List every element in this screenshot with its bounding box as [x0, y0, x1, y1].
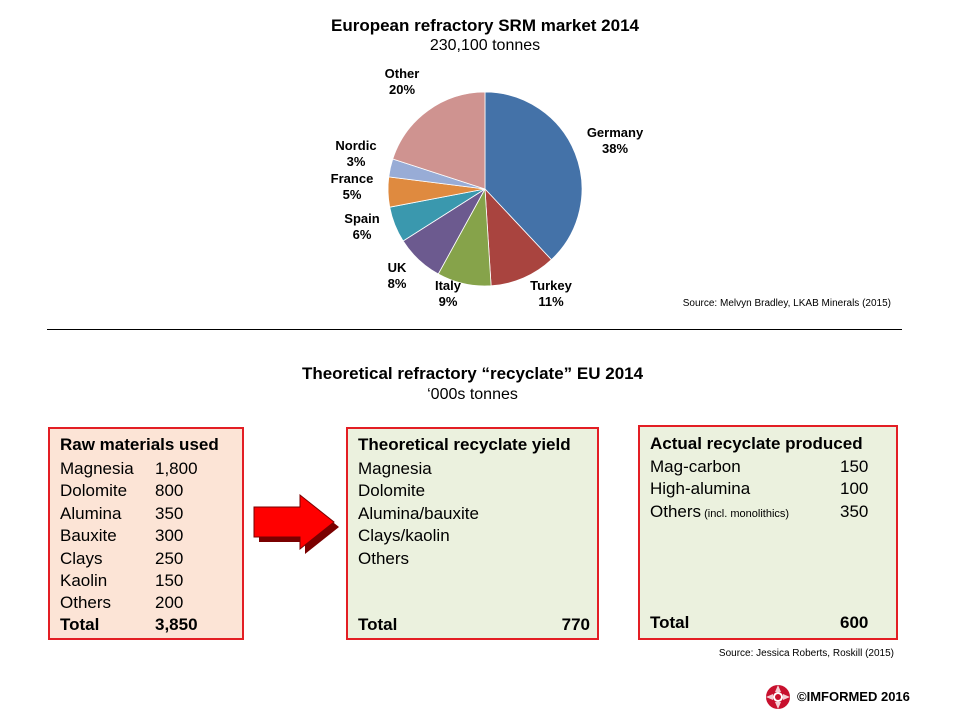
pie-value-other: 20% — [389, 82, 415, 97]
raw-row-label: Kaolin — [60, 571, 108, 590]
theoretical-row: Alumina/bauxite130 — [358, 503, 790, 524]
theoretical-yield-box: Theoretical recyclate yield Magnesia360D… — [346, 427, 790, 640]
theoretical-yield-header: Theoretical recyclate yield — [358, 435, 571, 454]
pie-value-italy: 9% — [439, 294, 458, 309]
actual-recyclate-box: Actual recyclate produced Mag-carbon 150 H… — [638, 425, 898, 640]
actual-recyclate-header: Actual recyclate produced — [650, 434, 863, 453]
actual-total-label: Total — [650, 613, 690, 632]
actual-total-row: Total 600 — [650, 613, 868, 633]
actual-row-label: Mag-carbon — [650, 457, 741, 476]
actual-row: Mag-carbon 150 — [650, 457, 868, 477]
pie-chart-title: European refractory SRM market 2014 — [330, 16, 640, 35]
theoretical-row-label: Others — [358, 548, 410, 568]
actual-row: High-alumina 100 — [650, 479, 868, 499]
pie-label-spain: Spain — [344, 211, 379, 226]
pie-label-italy: Italy — [435, 278, 462, 293]
pie-value-france: 5% — [343, 187, 362, 202]
raw-row-label: Dolomite — [60, 481, 128, 501]
raw-row-value: 250 — [155, 548, 184, 568]
raw-materials-header: Raw materials used — [60, 435, 219, 454]
actual-row-label: Others — [650, 501, 702, 521]
raw-materials-box: Raw materials used Magnesia 1,800 Dolomite… — [48, 427, 244, 640]
imformed-logo-icon — [766, 685, 790, 709]
theoretical-row: Others40 — [358, 548, 790, 569]
theoretical-row: Dolomite160 — [358, 481, 790, 501]
pie-label-turkey: Turkey — [530, 278, 572, 293]
recyclate-source-note: Source: Jessica Roberts, Roskill (2015) — [718, 648, 894, 659]
pie-value-nordic: 3% — [347, 154, 366, 169]
pie-slice-other — [392, 91, 486, 190]
actual-row-label: High-alumina — [650, 479, 751, 499]
actual-total-value: 600 — [840, 613, 869, 632]
raw-row-value: 800 — [155, 481, 184, 501]
theoretical-row-label: Clays/kaolin — [358, 526, 450, 546]
recyclate-subtitle: ‘000s tonnes — [427, 386, 518, 403]
actual-row-note: (incl. monolithics) — [701, 507, 790, 520]
pie-label-uk: UK — [388, 260, 407, 275]
raw-row-label: Alumina — [60, 503, 122, 523]
raw-row-value: 300 — [155, 526, 184, 546]
theoretical-row-label: Alumina/bauxite — [358, 503, 479, 523]
pie-chart-subtitle: 230,100 tonnes — [429, 37, 541, 54]
pie-value-turkey: 11% — [538, 294, 564, 309]
raw-row-label: Bauxite — [60, 526, 117, 546]
theoretical-row-label: Magnesia — [358, 459, 432, 478]
raw-row: Others 200 — [60, 593, 183, 613]
raw-row-label: Magnesia — [60, 459, 134, 478]
raw-row: Kaolin 150 — [60, 571, 183, 591]
raw-row: Alumina 350 — [60, 503, 183, 524]
copyright-label: ©IMFORMED 2016 — [797, 689, 910, 704]
arrow-right-icon — [253, 493, 339, 554]
actual-row-value: 150 — [840, 457, 869, 476]
pie-slice-germany — [484, 91, 583, 261]
theoretical-row: Clays/kaolin80 — [358, 526, 790, 546]
pie-label-germany: Germany — [587, 125, 644, 140]
pie-label-nordic: Nordic — [335, 138, 376, 153]
theoretical-total-label: Total — [358, 615, 398, 634]
actual-row: Others (incl. monolithics) 350 — [650, 501, 868, 522]
theoretical-row: Magnesia360 — [358, 459, 790, 479]
pie-slice-turkey — [484, 187, 552, 287]
pie-value-spain: 6% — [353, 227, 372, 242]
raw-row: Dolomite 800 — [60, 481, 183, 501]
raw-total-row: Total 3,850 — [60, 615, 198, 635]
pie-source-note: Source: Melvyn Bradley, LKAB Minerals (2… — [682, 298, 891, 309]
raw-row-value: 350 — [155, 503, 184, 523]
theoretical-total-row: Total 770 — [358, 615, 590, 635]
raw-row-value: 1,800 — [155, 459, 198, 478]
theoretical-total-value: 770 — [561, 615, 590, 634]
pie-value-uk: 8% — [388, 276, 407, 291]
raw-row: Clays 250 — [60, 548, 183, 569]
raw-row-value: 200 — [155, 593, 184, 613]
raw-row-value: 150 — [155, 571, 184, 590]
raw-row-label: Clays — [60, 548, 103, 568]
theoretical-row-label: Dolomite — [358, 481, 426, 501]
raw-row: Magnesia 1,800 — [60, 459, 198, 479]
section-divider — [47, 329, 902, 330]
raw-row: Bauxite 300 — [60, 526, 183, 546]
pie-label-france: France — [331, 171, 374, 186]
raw-row-label: Others — [60, 593, 112, 613]
actual-row-value: 350 — [840, 501, 869, 521]
raw-total-value: 3,850 — [155, 615, 198, 634]
pie-label-other: Other — [385, 66, 420, 81]
actual-row-value: 100 — [840, 479, 869, 499]
recyclate-title: Theoretical refractory “recyclate” EU 20… — [301, 364, 644, 383]
pie-value-germany: 38% — [602, 141, 628, 156]
raw-total-label: Total — [60, 615, 100, 634]
